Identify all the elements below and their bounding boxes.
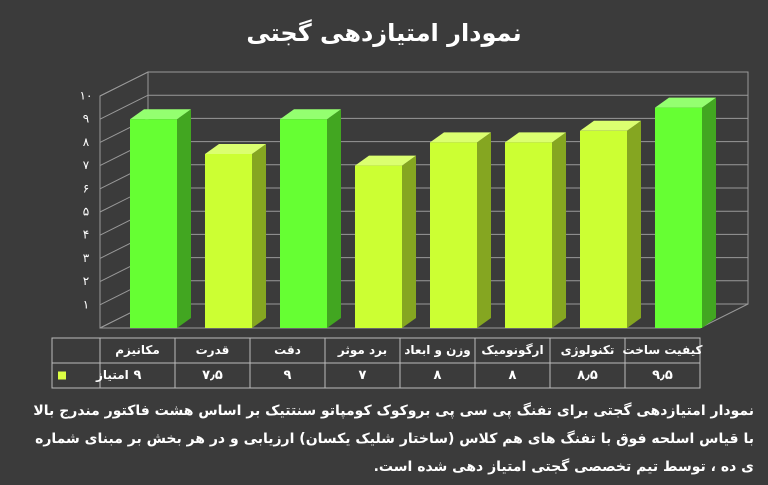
bar	[280, 109, 341, 328]
x-tick-label: تکنولوژی	[561, 343, 615, 358]
bar-front	[130, 119, 177, 328]
data-label: ۹	[284, 368, 292, 383]
legend-label: امتیاز	[95, 368, 129, 382]
bar-top	[280, 109, 341, 120]
x-tick-label: وزن و ابعاد	[404, 343, 470, 358]
data-label: ۸	[509, 368, 517, 383]
bar	[205, 144, 266, 328]
bar-front	[655, 107, 702, 328]
bar-front	[355, 165, 402, 328]
caption: نمودار امتیازدهی گجتی برای تفنگ پی سی پی…	[14, 397, 754, 481]
bar-top	[430, 132, 491, 143]
x-tick-label: ارگونومیک	[481, 343, 543, 358]
bar-side	[552, 132, 566, 328]
y-tick-label: ۱۰	[80, 89, 93, 103]
grid-line	[99, 94, 748, 120]
x-tick-label: برد موثر	[337, 343, 387, 358]
bar-top	[205, 144, 266, 154]
bar-side	[477, 132, 491, 328]
data-label: ۹٫۵	[652, 368, 673, 383]
bar-side	[177, 109, 191, 328]
bar-side	[702, 97, 716, 328]
grid-line	[99, 71, 748, 97]
data-label: ۸	[434, 368, 442, 383]
data-label: ۹	[134, 368, 142, 383]
chart: نمودار امتیازدهی گجتی ۱ ۲ ۳ ۴ ۵ ۶ ۷ ۸ ۹ ۱۰ مکانیزم…	[51, 19, 749, 389]
caption-line: با قیاس اسلحه فوق با تفنگ های هم کلاس (س…	[35, 431, 754, 447]
bar-front	[505, 142, 552, 328]
bar-side	[402, 155, 416, 328]
bar-front	[205, 154, 252, 328]
bar-side	[627, 120, 641, 328]
x-tick-label: قدرت	[196, 343, 230, 357]
bar-top	[655, 97, 716, 108]
y-tick-label: ۲	[83, 274, 89, 288]
bar-front	[280, 119, 327, 328]
y-tick-label: ۹	[83, 112, 89, 126]
chart-title: نمودار امتیازدهی گجتی	[246, 19, 521, 47]
caption-line: ی ده ، توسط تیم تخصصی گجتی امتیاز دهی شد…	[373, 459, 754, 475]
y-tick-label: ۶	[83, 181, 89, 195]
bar-top	[355, 155, 416, 166]
bar	[430, 132, 491, 328]
data-label: ۷٫۵	[202, 368, 223, 383]
x-tick-label: دقت	[274, 343, 301, 357]
bar	[355, 155, 416, 328]
bar-top	[580, 120, 641, 131]
data-label: ۷	[359, 368, 367, 383]
bar	[130, 109, 191, 328]
data-label: ۸٫۵	[577, 368, 598, 383]
y-tick-label: ۸	[83, 135, 90, 149]
y-tick-label: ۵	[83, 205, 89, 219]
bar-top	[130, 109, 191, 120]
y-tick-label: ۱	[83, 297, 89, 311]
y-tick-label: ۷	[83, 158, 90, 172]
bar	[580, 120, 641, 328]
x-tick-label: مکانیزم	[115, 343, 160, 358]
bar-top	[505, 132, 566, 143]
caption-line: نمودار امتیازدهی گجتی برای تفنگ پی سی پی…	[33, 403, 754, 419]
bar	[655, 97, 716, 328]
y-tick-label: ۴	[83, 228, 89, 242]
bar-front	[430, 142, 477, 328]
x-tick-label: کیفیت ساخت	[623, 343, 703, 357]
bar-side	[327, 109, 341, 328]
y-tick-label: ۳	[83, 251, 90, 265]
bar	[505, 132, 566, 328]
legend-swatch	[58, 371, 66, 380]
bar-side	[252, 144, 266, 328]
bar-front	[580, 130, 627, 328]
